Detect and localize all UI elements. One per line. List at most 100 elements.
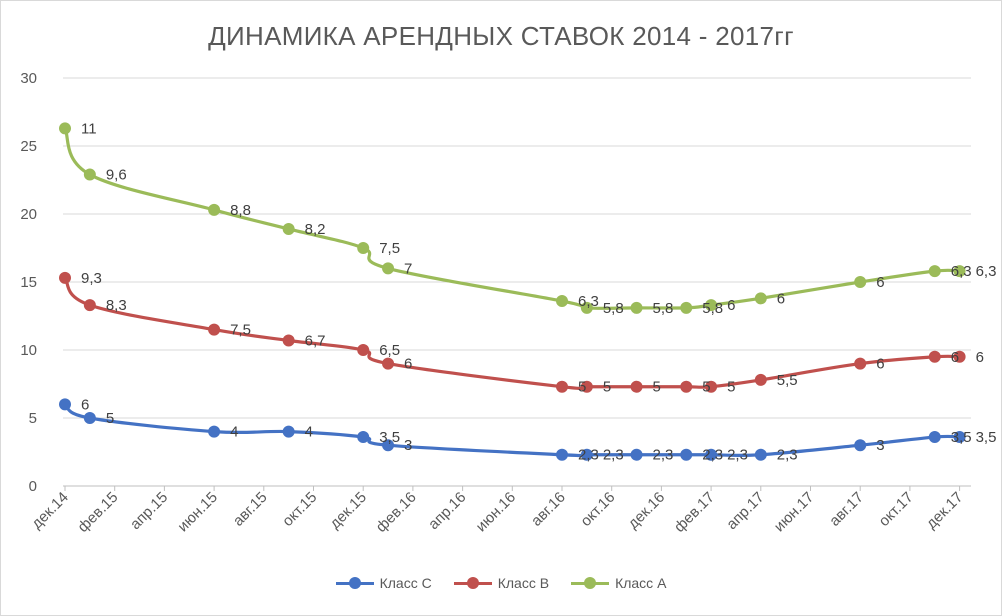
x-tick-label: фев.15 [74,489,121,536]
data-label: 5 [603,379,611,396]
legend-label: Класс В [497,575,550,591]
data-label: 6 [81,396,89,413]
data-label: 3 [404,437,412,454]
x-tick-label: окт.16 [577,489,618,530]
data-label: 6,3 [578,293,599,310]
x-tick-label: апр.15 [127,489,171,533]
x-tick-label: авг.16 [528,489,569,530]
data-point [928,431,941,444]
data-label: 3,5 [379,429,400,446]
y-tick-label: 15 [20,274,37,291]
data-label: 6 [876,356,884,373]
series-line [63,402,960,458]
data-label: 8,8 [230,202,251,219]
data-point [580,448,593,461]
data-point [83,299,96,312]
data-point [59,271,71,284]
data-point [83,168,96,181]
data-label: 2,3 [777,447,798,464]
x-tick-label: дек.16 [625,489,668,532]
data-label: 5 [653,379,661,396]
data-point [680,301,693,314]
chart-legend: Класс С Класс В Класс А [1,575,1001,591]
data-label: 7,5 [379,240,400,257]
data-point [928,350,941,363]
data-label: 5 [106,410,114,427]
data-label: 5,5 [777,372,798,389]
data-point [357,431,370,444]
data-point [282,222,295,235]
data-label: 5,8 [603,300,624,317]
data-point [953,431,966,444]
data-point [854,276,867,288]
data-point [382,262,395,275]
series-line [63,276,960,391]
data-label: 6 [976,349,984,366]
data-label: 6 [876,274,884,291]
data-point [754,448,767,461]
data-point [630,301,643,314]
data-point [282,334,295,347]
y-tick-label: 30 [20,70,37,87]
data-label: 11 [81,120,97,137]
x-tick-label: апр.17 [723,489,767,533]
x-tick-label: дек.14 [28,489,71,532]
data-point [282,425,295,438]
chart-title: ДИНАМИКА АРЕНДНЫХ СТАВОК 2014 - 2017гг [208,21,794,51]
data-label: 5,8 [653,300,674,317]
data-label: 6,3 [976,263,997,280]
data-point [357,344,370,356]
data-point [630,448,643,461]
data-point [630,380,643,393]
data-point [580,380,593,393]
data-label: 2,3 [653,447,674,464]
data-label: 9,6 [106,167,127,184]
x-tick-label: фев.17 [671,489,718,536]
data-label: 2,3 [727,447,748,464]
data-label: 7 [404,260,412,277]
data-label: 5 [727,379,735,396]
x-tick-label: авг.15 [230,489,271,530]
y-tick-label: 20 [20,206,37,223]
data-label: 4 [230,424,238,441]
data-point [556,295,568,308]
data-point [580,301,593,314]
x-tick-label: окт.17 [876,489,917,530]
data-point [382,357,395,370]
data-point [754,292,767,305]
data-point [705,380,718,393]
y-tick-label: 10 [20,342,37,359]
data-label: 6,5 [379,342,400,359]
data-point [705,448,718,461]
data-label: 4 [305,424,313,441]
data-point [208,203,221,216]
x-tick-label: дек.15 [327,489,370,532]
data-label: 7,5 [230,322,251,339]
data-label: 3,5 [976,429,997,446]
data-label: 6 [404,356,412,373]
data-point [357,242,370,254]
data-point [953,265,966,278]
data-point [382,439,395,452]
legend-label: Класс С [379,575,432,591]
data-point [953,350,966,363]
data-label: 5 [578,379,586,396]
data-label: 8,2 [305,221,326,238]
data-point [680,448,693,461]
series-line [63,127,960,310]
data-label: 5 [702,379,710,396]
data-label: 3,5 [951,429,972,446]
data-point [59,122,71,135]
y-tick-label: 0 [29,478,37,495]
data-label: 6,3 [951,263,972,280]
x-tick-label: фев.16 [373,489,420,536]
data-label: 6 [777,290,785,307]
data-point [854,439,867,452]
y-tick-label: 25 [20,138,37,155]
data-point [208,323,221,336]
data-point [854,357,867,370]
data-point [680,380,693,393]
data-label: 2,3 [603,447,624,464]
